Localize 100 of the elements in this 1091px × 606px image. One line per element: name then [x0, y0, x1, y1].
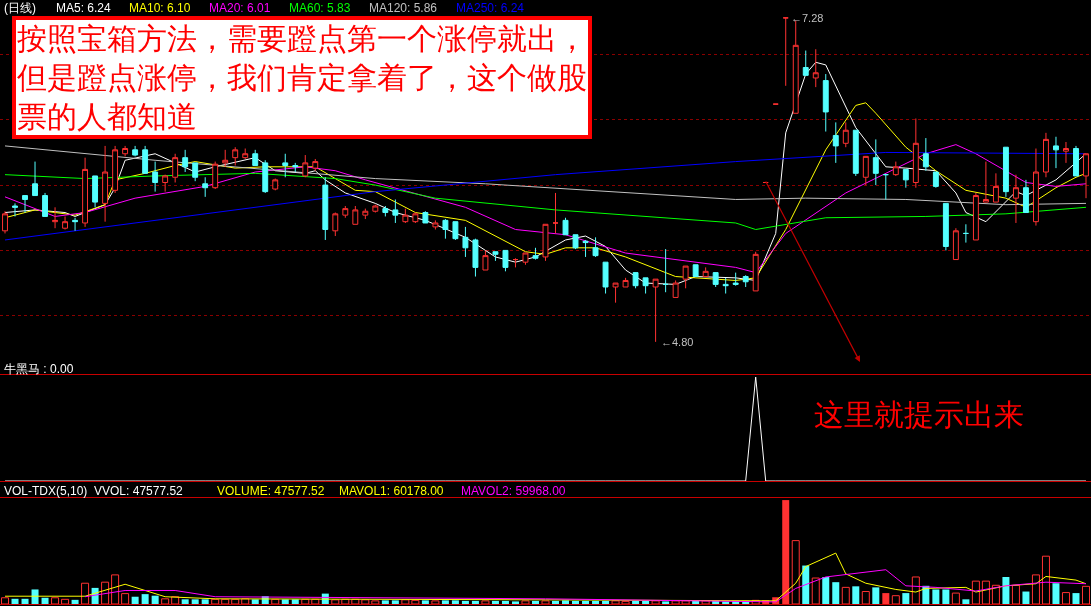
candlestick [432, 219, 439, 231]
candlestick [252, 149, 259, 166]
candlestick [112, 145, 119, 194]
text: 牛黑马 : 0.00 [4, 362, 74, 376]
bar [592, 600, 600, 604]
chart-title: (日线) [4, 1, 36, 15]
text: MA20: 6.01 [209, 1, 271, 15]
candlestick [322, 176, 329, 241]
candlestick [952, 227, 959, 261]
candlestick [732, 272, 739, 287]
candlestick [102, 145, 109, 223]
text: MAVOL1: 60178.00 [339, 484, 444, 498]
annotation: 这里就提示出来 [814, 397, 1024, 432]
text: MA10: 6.10 [129, 1, 191, 15]
candlestick [742, 274, 749, 288]
candlestick [182, 149, 189, 173]
candlestick [892, 161, 899, 177]
candlestick [542, 223, 549, 262]
candlestick [1043, 132, 1049, 178]
bar [31, 589, 39, 604]
candlestick [962, 223, 969, 244]
candlestick [412, 212, 419, 224]
candlestick [1012, 174, 1019, 224]
candlestick [992, 172, 999, 203]
candlestick [582, 239, 589, 258]
candlestick [142, 145, 149, 174]
candlestick [982, 161, 989, 203]
candlestick [92, 175, 99, 208]
candlestick [212, 161, 219, 190]
bar [662, 601, 670, 604]
bar [1022, 591, 1030, 604]
candlestick [332, 212, 339, 237]
candlestick [792, 20, 799, 114]
candlestick [382, 205, 389, 217]
candlestick [302, 154, 309, 178]
bar [642, 600, 650, 604]
candlestick [222, 149, 229, 168]
candlestick [782, 17, 789, 87]
candlestick [292, 162, 299, 173]
candlestick [62, 215, 69, 231]
text: MAVOL2: 59968.00 [461, 484, 566, 498]
bar [882, 593, 890, 604]
candlestick [172, 153, 179, 183]
candlestick [282, 153, 289, 178]
bar [602, 600, 610, 604]
candlestick [632, 272, 639, 289]
candlestick [82, 157, 89, 228]
bar [902, 593, 910, 604]
candlestick [552, 192, 559, 234]
bar [181, 599, 189, 604]
candlestick [1073, 145, 1079, 177]
candlestick [232, 146, 239, 166]
bar [782, 500, 790, 604]
bar [131, 596, 139, 604]
candlestick [442, 218, 449, 240]
candlestick [622, 277, 629, 288]
candlestick [12, 202, 18, 217]
candlestick [842, 121, 849, 148]
candlestick [912, 117, 919, 189]
candlestick [972, 192, 979, 241]
text: MA5: 6.24 [56, 1, 112, 15]
annotation: ←7.28 [791, 12, 824, 24]
candlestick [572, 234, 579, 250]
candlestick [422, 210, 429, 224]
candlestick [502, 249, 509, 272]
bar [501, 600, 509, 604]
candlestick [1053, 136, 1059, 169]
candlestick [722, 277, 729, 295]
bar [942, 589, 950, 604]
candlestick [1002, 146, 1009, 198]
candlestick [662, 248, 669, 293]
bar [1072, 593, 1080, 604]
candlestick [872, 138, 879, 186]
candlestick [152, 161, 159, 193]
candlestick [562, 217, 569, 236]
candlestick [522, 252, 529, 266]
annotation: ←4.80 [661, 336, 694, 348]
bar [11, 598, 19, 604]
bar [391, 600, 399, 604]
bar [421, 600, 429, 604]
candlestick [922, 137, 929, 172]
candlestick [942, 202, 949, 251]
bar [41, 597, 49, 604]
candlestick [402, 208, 409, 224]
candlestick [492, 251, 499, 262]
candlestick [602, 261, 609, 295]
bar [491, 600, 499, 604]
bar [151, 595, 159, 604]
bar [832, 582, 840, 604]
bar [822, 576, 830, 604]
bar [511, 601, 519, 604]
candlestick [262, 159, 269, 194]
candlestick [312, 158, 319, 172]
candlestick [1022, 179, 1029, 214]
candlestick [612, 282, 619, 304]
candlestick [202, 176, 209, 198]
chart-title: VOL-TDX(5,10) VVOL: 47577.52 [4, 484, 184, 498]
candlestick [822, 73, 829, 133]
bar [802, 565, 810, 604]
candlestick [52, 206, 58, 229]
